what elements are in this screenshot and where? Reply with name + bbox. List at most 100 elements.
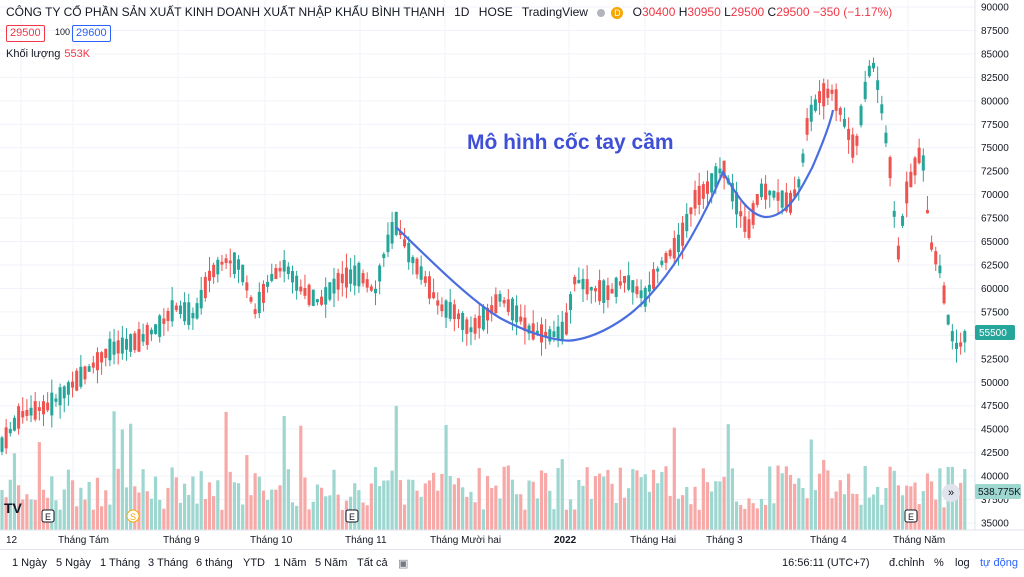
timeframe-5d[interactable]: 5 Ngày <box>56 557 91 569</box>
candle-body <box>170 300 174 322</box>
volume-bar <box>643 474 647 530</box>
candle-body <box>556 326 560 340</box>
event-marker-icon[interactable]: E <box>41 509 55 523</box>
volume-bar <box>8 479 12 530</box>
volume-bar <box>768 466 772 530</box>
candle-body <box>668 250 672 257</box>
ask-price-box[interactable]: 29600 <box>72 25 111 42</box>
timeframe-ytd[interactable]: YTD <box>243 557 265 569</box>
candle-body <box>154 324 158 334</box>
volume-bar <box>610 483 614 530</box>
volume-bar <box>851 493 855 530</box>
symbol-name[interactable]: CÔNG TY CỔ PHẦN SẢN XUẤT KINH DOANH XUẤT… <box>6 5 445 19</box>
adjust-toggle[interactable]: đ.chỉnh <box>889 557 925 569</box>
volume-bar <box>884 488 888 530</box>
candle-body <box>116 340 120 354</box>
candle-body <box>527 325 531 334</box>
svg-text:E: E <box>349 512 355 522</box>
clock[interactable]: 16:56:11 (UTC+7) <box>782 557 870 569</box>
log-toggle[interactable]: log <box>955 557 970 569</box>
volume-bar <box>124 487 129 530</box>
volume-bar <box>212 496 216 530</box>
candle-body <box>436 300 440 306</box>
timeframe-3m[interactable]: 3 Tháng <box>148 557 189 569</box>
candle-body <box>249 297 253 302</box>
candle-body <box>647 284 651 292</box>
volume-bar <box>456 478 461 530</box>
volume-bar <box>622 497 627 530</box>
candle-body <box>344 267 348 288</box>
price-tick: 80000 <box>981 96 1009 107</box>
volume-bar <box>510 479 515 530</box>
timeframe-1m[interactable]: 1 Tháng <box>100 557 141 569</box>
candle-body <box>357 263 361 287</box>
volume-bar <box>12 453 17 530</box>
tradingview-logo-icon[interactable]: TV <box>4 500 22 516</box>
timeframe-5y[interactable]: 5 Năm <box>315 557 348 569</box>
interval[interactable]: 1D <box>454 5 470 19</box>
candle-body <box>892 210 896 217</box>
candle-body <box>195 303 199 319</box>
volume-bar <box>685 486 689 530</box>
volume-bar <box>266 499 270 530</box>
volume-bar <box>776 465 780 530</box>
candle-body <box>593 288 597 292</box>
time-tick: Tháng 10 <box>250 535 293 546</box>
candle-body <box>614 277 618 297</box>
volume-bar <box>826 470 830 530</box>
volume-bar <box>270 489 274 530</box>
volume-bar <box>797 478 801 530</box>
volume-bar <box>120 429 124 530</box>
timeframe-1y[interactable]: 1 Năm <box>274 557 307 569</box>
candle-body <box>523 317 527 331</box>
event-marker-icon[interactable]: E <box>904 509 918 523</box>
candle-body <box>382 253 386 259</box>
volume-bar <box>444 424 448 530</box>
candle-body <box>133 333 137 351</box>
timeframe-1d[interactable]: 1 Ngày <box>12 557 47 569</box>
volume-bar <box>805 498 809 530</box>
event-marker-icon[interactable]: E <box>345 509 359 523</box>
candle-body <box>398 231 402 236</box>
candle-body <box>573 276 577 285</box>
chart-canvas[interactable]: E S E E Mô hình cốc tay cầm 90000 87500 85000… <box>0 0 1024 549</box>
volume-bar <box>153 476 158 530</box>
candle-body <box>42 401 45 415</box>
volume-bar <box>780 473 784 530</box>
event-marker-icon[interactable]: S <box>126 509 140 523</box>
volume-bar <box>228 471 232 530</box>
candle-body <box>419 266 423 280</box>
auto-toggle[interactable]: tự động <box>980 557 1018 569</box>
volume-bar <box>560 459 564 530</box>
time-tick: Tháng 4 <box>810 535 847 546</box>
candle-body <box>739 211 743 217</box>
percent-toggle[interactable]: % <box>934 557 944 569</box>
timeframe-all[interactable]: Tất cả <box>357 557 388 569</box>
volume-bar <box>485 475 490 530</box>
volume-bar <box>755 508 759 530</box>
candle-body <box>813 99 817 111</box>
candle-body <box>0 437 4 452</box>
candle-body <box>415 258 419 275</box>
volume-bar <box>29 499 33 530</box>
candle-body <box>747 219 751 238</box>
volume-bar <box>220 509 224 530</box>
timeframe-6m[interactable]: 6 tháng <box>196 557 233 569</box>
candle-body <box>955 342 958 350</box>
candle-body <box>266 281 270 287</box>
volume-legend: Khối lượng 553K <box>6 48 90 60</box>
volume-bar <box>170 467 174 530</box>
candle-body <box>79 366 83 387</box>
volume-bar <box>195 503 199 530</box>
date-range-icon[interactable]: ▣ <box>398 558 409 570</box>
scroll-right-icon[interactable]: » <box>942 484 960 502</box>
volume-bar <box>784 466 788 530</box>
price-tick: 42500 <box>981 448 1009 459</box>
candle-body <box>203 276 207 299</box>
candle-body <box>457 313 460 320</box>
candle-body <box>62 386 66 399</box>
volume-bar <box>357 490 361 530</box>
bid-price-box[interactable]: 29500 <box>6 25 45 42</box>
price-tick: 60000 <box>981 284 1009 295</box>
candle-body <box>847 128 851 140</box>
